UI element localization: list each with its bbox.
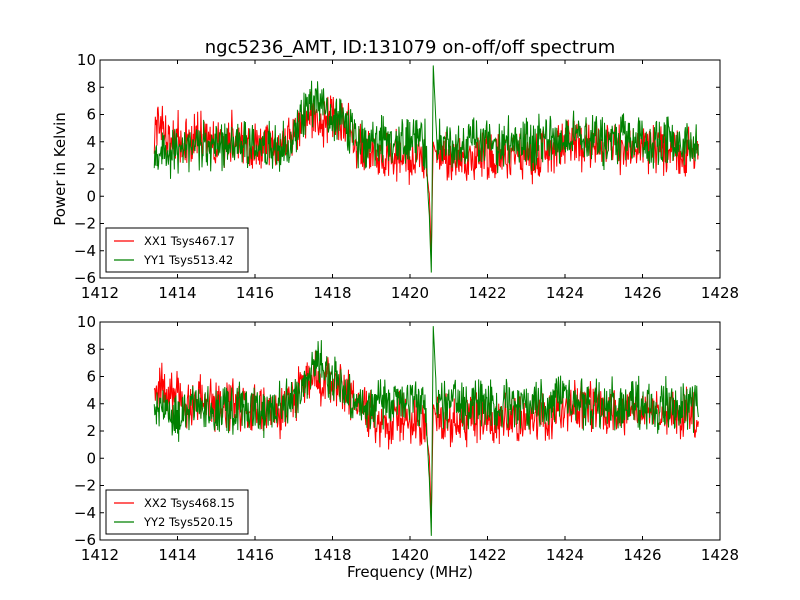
y-tick-label: −2	[74, 215, 96, 233]
x-tick-label: 1414	[158, 546, 196, 564]
legend-entry: YY2 Tsys520.15	[143, 515, 233, 529]
x-tick-label: 1424	[546, 284, 584, 302]
x-tick-label: 1416	[236, 546, 274, 564]
spectrum-panel-2: 1412 1414 1416 1418 1420 1422 1424 1426 1428 −6 −4…	[74, 313, 739, 564]
y-tick-label: −2	[74, 477, 96, 495]
x-tick-label: 1424	[546, 546, 584, 564]
y-tick-label: 2	[86, 422, 96, 440]
x-tick-label: 1412	[81, 546, 119, 564]
x-tick-label: 1428	[701, 284, 739, 302]
y-tick-label: 4	[86, 395, 96, 413]
y-tick-label: −4	[74, 242, 96, 260]
x-tick-label: 1416	[236, 284, 274, 302]
x-tick-label: 1428	[701, 546, 739, 564]
x-tick-label: 1418	[313, 546, 351, 564]
series-line-yy1	[153, 65, 699, 273]
legend-entry: XX2 Tsys468.15	[144, 496, 235, 510]
x-tick-label: 1420	[391, 284, 429, 302]
y-tick-label: 10	[77, 51, 96, 69]
y-tick-label: 0	[86, 187, 96, 205]
y-tick-label: 8	[86, 340, 96, 358]
y-tick-label: 4	[86, 133, 96, 151]
series-line-yy2	[153, 326, 699, 536]
legend: XX1 Tsys467.17 YY1 Tsys513.42	[105, 227, 249, 273]
x-tick-label: 1426	[623, 284, 661, 302]
x-tick-label: 1420	[391, 546, 429, 564]
x-tick-label: 1426	[623, 546, 661, 564]
y-tick-label: 6	[86, 106, 96, 124]
x-tick-label: 1418	[313, 284, 351, 302]
y-axis-label: Power in Kelvin	[51, 112, 69, 226]
legend-entry: YY1 Tsys513.42	[143, 253, 233, 267]
y-tick-label: 6	[86, 368, 96, 386]
spectrum-panel-1: 1412 1414 1416 1418 1420 1422 1424 1426 1428 −6 −4…	[74, 51, 739, 302]
x-axis-label: Frequency (MHz)	[347, 563, 473, 581]
y-tick-label: 2	[86, 160, 96, 178]
legend: XX2 Tsys468.15 YY2 Tsys520.15	[105, 489, 249, 535]
y-tick-label: 0	[86, 449, 96, 467]
chart-title: ngc5236_AMT, ID:131079 on-off/off spectr…	[205, 37, 616, 58]
legend-entry: XX1 Tsys467.17	[144, 234, 235, 248]
y-tick-label: −6	[74, 269, 96, 287]
legend-box	[105, 489, 249, 535]
y-tick-label: −6	[74, 531, 96, 549]
x-tick-label: 1414	[158, 284, 196, 302]
y-tick-label: 10	[77, 313, 96, 331]
x-tick-label: 1412	[81, 284, 119, 302]
y-tick-label: −4	[74, 504, 96, 522]
y-tick-label: 8	[86, 78, 96, 96]
x-tick-label: 1422	[468, 284, 506, 302]
legend-box	[105, 227, 249, 273]
x-tick-label: 1422	[468, 546, 506, 564]
